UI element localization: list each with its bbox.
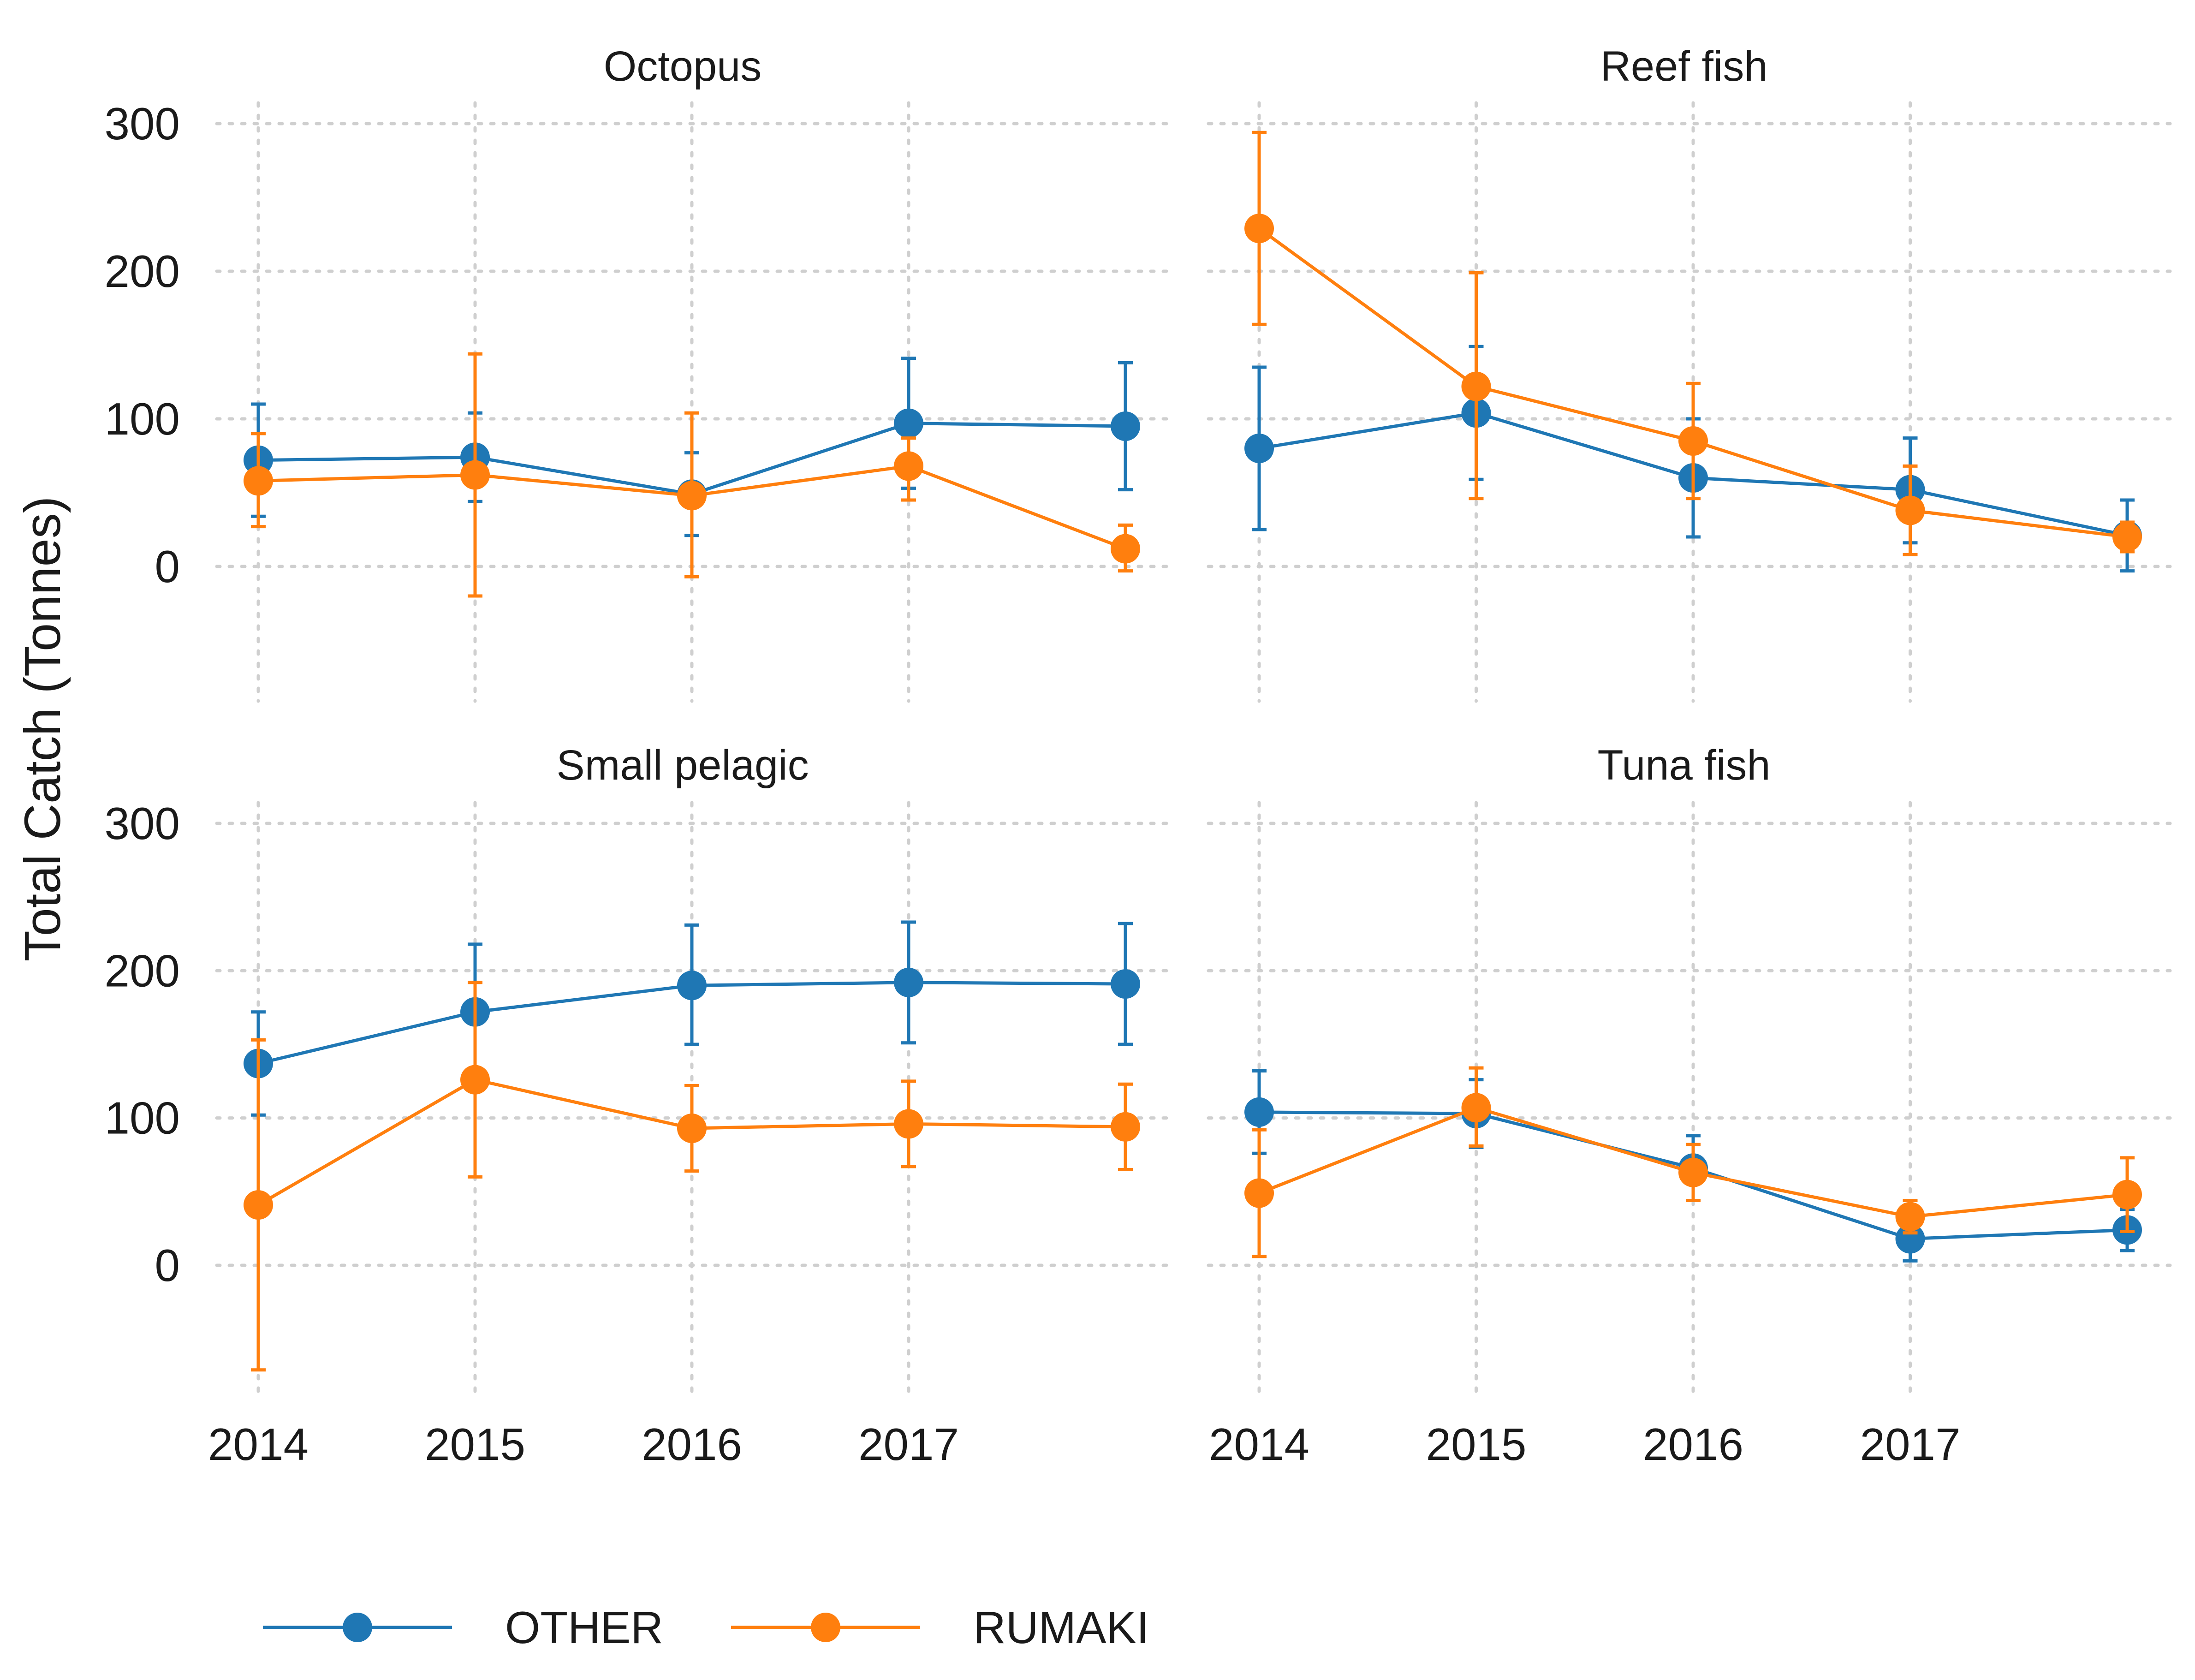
data-point [1244,1097,1274,1127]
data-point [894,967,923,997]
legend: OTHER RUMAKI [263,1602,1149,1653]
panel-tuna-fish: Tuna fish 2014 2015 2016 2017 [1207,742,2172,1470]
y-tick-label: 0 [155,541,180,592]
x-tick-label: 2014 [208,1419,309,1470]
y-tick-label: 100 [104,1093,180,1144]
data-point [1895,1202,1925,1232]
data-point [677,1114,707,1144]
panel-title: Tuna fish [1597,742,1770,789]
x-tick-label: 2017 [1860,1419,1960,1470]
data-point [894,1109,923,1139]
x-tick-label: 2015 [1426,1419,1526,1470]
data-point [1461,371,1491,401]
x-tick-label: 2017 [858,1419,959,1470]
data-point [1678,426,1708,456]
panel-title: Reef fish [1600,43,1767,90]
data-point [1244,434,1274,463]
data-point [894,451,923,481]
data-point [2112,522,2142,552]
facet-panels: Octopus 0 100 200 300 Reef fish Small pelagic 0… [104,43,2172,1470]
y-tick-label: 200 [104,945,180,996]
data-point [1111,969,1140,999]
y-tick-label: 100 [104,393,180,444]
data-point [1244,214,1274,244]
panel-small-pelagic: Small pelagic 0 100 200 300 2014 2015 2016 2017 [104,742,1176,1470]
legend-item-other: OTHER [263,1602,663,1653]
x-tick-label: 2016 [1643,1419,1743,1470]
data-point [1461,1093,1491,1123]
series-rumaki [244,981,1140,1372]
data-point [460,1065,490,1095]
data-point [894,408,923,438]
data-point [2112,1180,2142,1209]
data-point [1678,1157,1708,1187]
y-tick-label: 300 [104,798,180,849]
data-point [1111,411,1140,441]
data-point [244,1190,273,1220]
y-tick-label: 0 [155,1240,180,1291]
legend-label: OTHER [505,1602,663,1653]
data-point [677,971,707,1001]
data-point [1111,534,1140,564]
legend-item-rumaki: RUMAKI [731,1602,1149,1653]
panel-reef-fish: Reef fish [1207,43,2172,703]
series-rumaki [244,352,1140,598]
panel-title: Octopus [604,43,762,90]
series-rumaki [1244,1066,2142,1258]
legend-marker [343,1613,372,1642]
data-point [244,466,273,496]
panel-title: Small pelagic [556,742,809,789]
legend-marker [811,1613,840,1642]
y-tick-label: 200 [104,246,180,297]
y-axis-title: Total Catch (Tonnes) [14,496,71,962]
panel-octopus: Octopus 0 100 200 300 [104,43,1176,703]
data-point [677,481,707,511]
series-rumaki [1244,131,2142,556]
data-point [1111,1112,1140,1142]
data-point [1895,495,1925,525]
x-tick-label: 2014 [1209,1419,1309,1470]
legend-label: RUMAKI [973,1602,1149,1653]
y-tick-label: 300 [104,98,180,149]
x-tick-label: 2016 [642,1419,742,1470]
data-point [1244,1178,1274,1208]
data-point [460,460,490,490]
x-tick-label: 2015 [425,1419,525,1470]
